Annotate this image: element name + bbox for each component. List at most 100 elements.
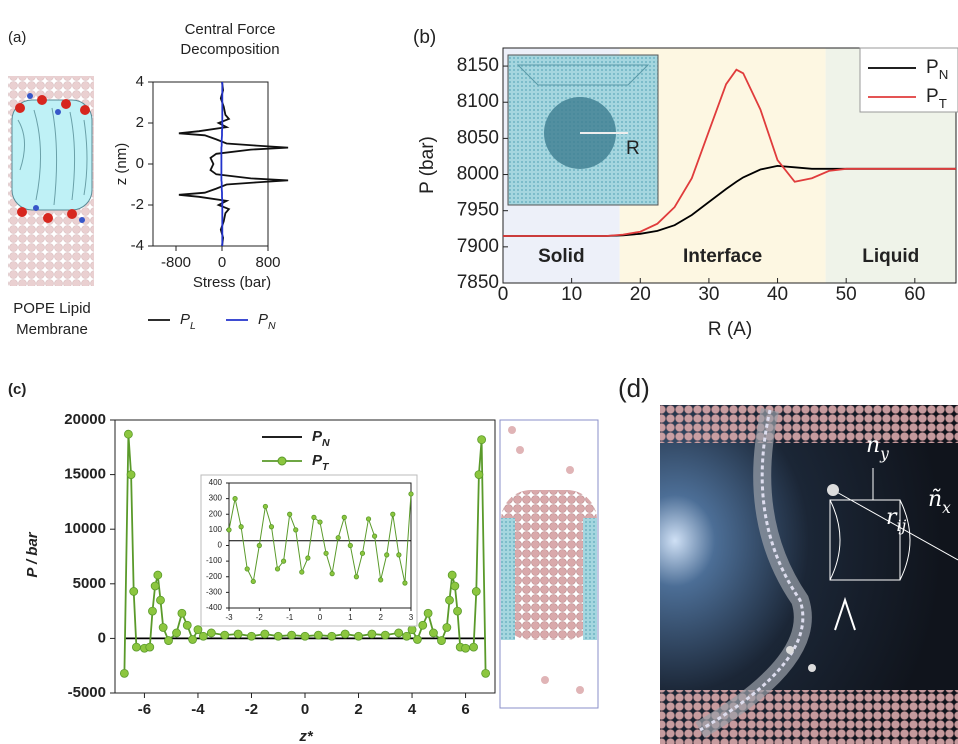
data-point [193, 625, 203, 635]
x-tick-label: 0 [318, 613, 323, 622]
x-tick-label: -3 [225, 613, 233, 622]
y-axis-label: P / bar [24, 531, 41, 577]
droplet-picture [499, 419, 599, 709]
data-point [437, 636, 446, 645]
y-tick-label: 7950 [457, 200, 499, 221]
legend-marker [277, 456, 287, 466]
y-tick-label: 0 [136, 155, 144, 172]
data-point [323, 550, 329, 556]
data-point [429, 628, 438, 638]
x-tick-label: 4 [408, 701, 417, 718]
y-tick-label: 8100 [457, 91, 499, 112]
data-point [327, 631, 337, 641]
data-point [280, 558, 287, 564]
data-point [158, 623, 168, 632]
x-tick-label: 0 [498, 284, 509, 305]
x-tick-label: 50 [836, 284, 857, 305]
y-tick-label: 300 [209, 494, 223, 503]
x-tick-label: 10 [561, 284, 582, 305]
x-tick-label: -2 [256, 613, 264, 622]
data-point [402, 580, 408, 586]
data-point [182, 620, 192, 630]
x-tick-label: 40 [767, 284, 788, 305]
data-point [274, 566, 281, 572]
data-point [206, 628, 216, 638]
data-point [471, 587, 481, 596]
x-tick-label: 60 [904, 284, 925, 305]
x-axis-label: R (A) [708, 319, 752, 340]
y-tick-label: -300 [206, 587, 223, 596]
y-tick-label: -4 [131, 237, 144, 254]
data-point [132, 642, 141, 652]
data-point [256, 542, 262, 549]
data-point [442, 623, 452, 632]
data-point [481, 668, 491, 678]
x-tick-label: -2 [245, 701, 258, 718]
x-tick-label: 1 [348, 613, 353, 622]
data-point [150, 581, 160, 591]
data-point [412, 635, 422, 644]
chart: (b) Solid Interface Liquid R 0 10 20 30 40 50 60 785… [413, 27, 958, 340]
y-tick-label: 20000 [64, 411, 106, 428]
x-axis-label: z* [298, 728, 314, 744]
chart: (a) -800 0 800 -4 -2 0 2 4 Central Force Decomposi… [8, 21, 289, 338]
data-point [262, 503, 268, 510]
data-point [232, 496, 238, 502]
x-tick-label: 2 [354, 701, 362, 718]
series-line [220, 82, 224, 246]
plot-frame [228, 482, 412, 609]
x-tick-label: -1 [286, 613, 294, 622]
data-point [396, 552, 402, 558]
data-point [287, 511, 293, 517]
data-point [474, 470, 484, 480]
data-point [359, 550, 366, 556]
y-tick-label: 10000 [64, 520, 106, 537]
data-point [164, 636, 173, 645]
data-point [198, 631, 208, 641]
y-tick-label: 8150 [457, 55, 499, 76]
region-label: Solid [538, 246, 584, 267]
x-tick-label: 30 [698, 284, 719, 305]
x-tick-label: 6 [461, 701, 469, 718]
chart: (c)-6 -4 -2 0 2 4 6-500005000100001500020000z*… [8, 381, 496, 744]
data-point [329, 571, 335, 577]
data-point [126, 470, 136, 480]
y-tick-label: 8050 [457, 127, 499, 148]
chart-title: Central Force [185, 21, 276, 38]
legend-label: PN [258, 311, 276, 332]
data-point [371, 533, 378, 539]
legend-label: PN [312, 428, 330, 449]
data-point [119, 668, 129, 678]
plot-frame [152, 81, 269, 247]
y-tick-label: 8000 [457, 164, 499, 185]
y-tick-label: 5000 [73, 575, 106, 592]
chart-title: Decomposition [180, 41, 279, 58]
y-tick-label: 0 [98, 629, 106, 646]
y-tick-label: -5000 [68, 684, 106, 701]
caption: Membrane [16, 321, 88, 338]
illustration-picture [660, 405, 958, 744]
data-point [287, 630, 297, 640]
y-tick-label: 100 [209, 525, 223, 534]
y-tick-label: -400 [206, 603, 223, 612]
inset-label: R [626, 138, 640, 159]
data-point [153, 570, 163, 580]
y-tick-label: 4 [136, 73, 144, 90]
data-point [418, 620, 428, 630]
y-tick-label: 200 [209, 509, 223, 518]
data-point [129, 587, 139, 596]
data-point [305, 555, 311, 561]
data-point [477, 435, 487, 445]
y-tick-label: 7900 [457, 236, 499, 257]
data-point [469, 642, 478, 652]
y-axis-label: z (nm) [113, 143, 130, 186]
data-point [313, 630, 323, 640]
data-point [233, 629, 243, 639]
caption: POPE Lipid [13, 300, 91, 317]
plot-frame [502, 47, 957, 284]
data-point [148, 606, 157, 616]
membrane-picture [8, 76, 94, 286]
data-point [299, 569, 305, 575]
legend-box [859, 47, 958, 113]
y-axis-label: P (bar) [417, 136, 438, 194]
